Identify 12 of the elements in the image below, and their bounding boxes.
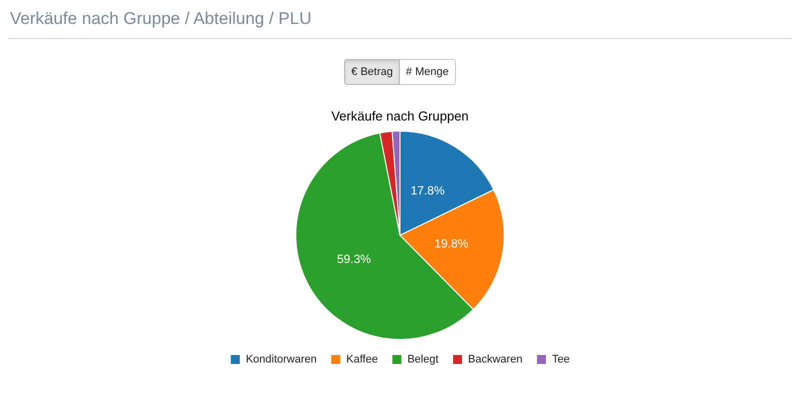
legend-label: Tee [552,354,570,366]
data-label: 59.3% [336,252,372,266]
legend-label: Backwaren [468,354,522,366]
text: Verkäufe nach Gruppe / Abteilung / PLU [8,0,792,39]
legend-label: Kaffee [346,354,378,366]
legend-label: Belegt [407,354,439,366]
data-label: 17.8% [410,183,445,198]
text: # Menge [400,59,456,85]
chart-title: Verkäufe nach Gruppen [331,108,469,124]
text: € Betrag [344,59,400,85]
data-label: 19.8% [434,236,469,250]
legend-label: Konditorwaren [246,354,317,366]
